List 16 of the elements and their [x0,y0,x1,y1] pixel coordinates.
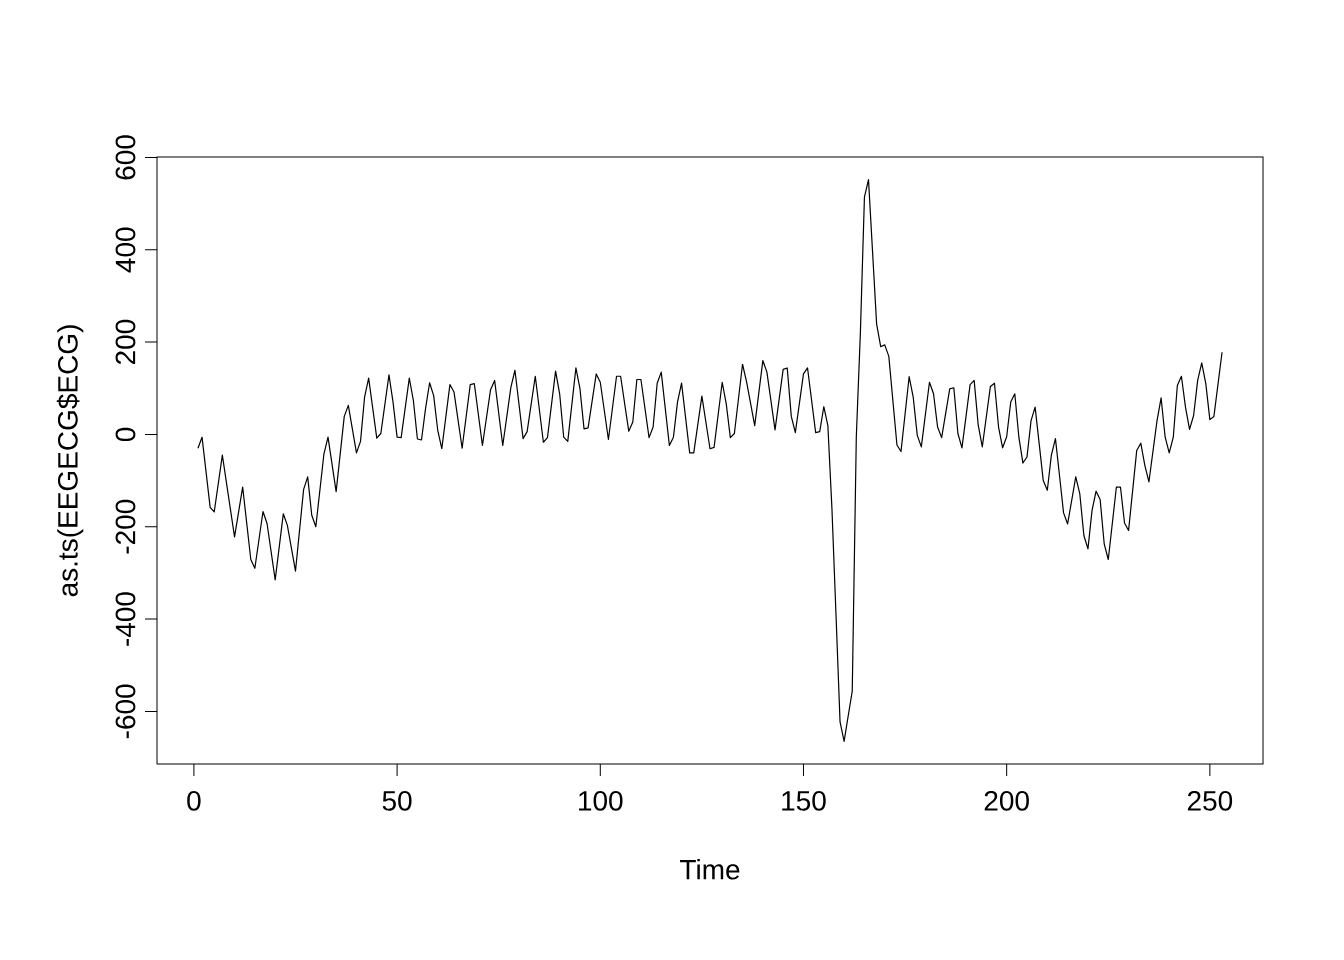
x-axis-title: Time [680,859,740,880]
x-tick-label: 0 [187,790,201,811]
y-tick-label: 600 [115,135,136,180]
y-tick-label: -600 [115,684,136,739]
x-tick-label: 250 [1187,790,1233,811]
y-tick-label: -400 [115,592,136,646]
y-tick-label: 400 [115,227,136,273]
y-tick-label: 0 [115,427,136,442]
y-tick-label: -200 [115,499,136,554]
line-series [197,179,1223,742]
y-axis-title: as.ts(EEGECG$ECG) [56,325,84,597]
x-tick-label: 150 [782,790,826,811]
x-tick-label: 100 [579,790,623,811]
x-tick-label: 50 [382,790,412,811]
x-tick-label: 200 [984,790,1029,811]
y-tick-label: 200 [115,319,136,365]
